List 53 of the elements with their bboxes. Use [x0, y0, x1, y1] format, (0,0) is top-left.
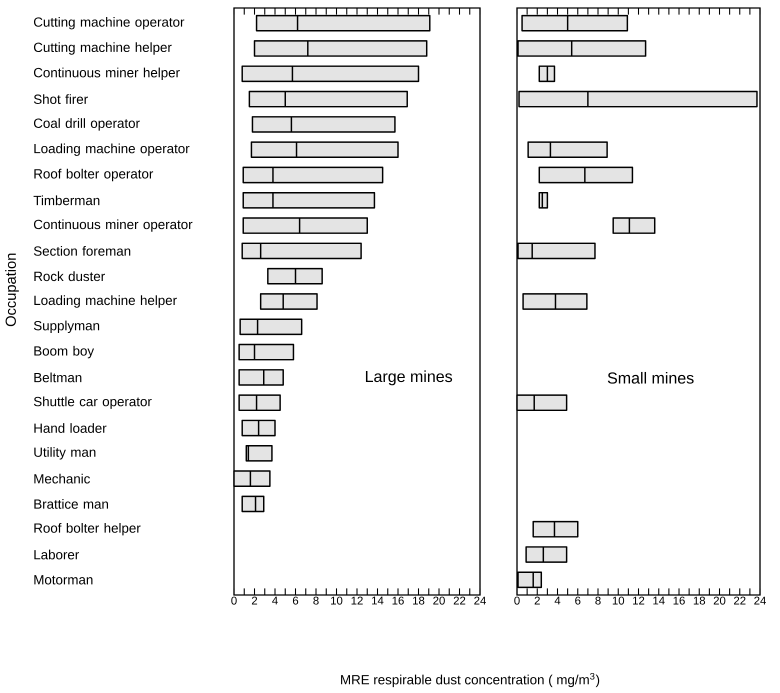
- x-tick-label: 4: [272, 596, 278, 604]
- x-tick-label: 16: [392, 596, 404, 605]
- x-tick-label: 0: [514, 596, 520, 605]
- x-tick-label: 18: [413, 596, 424, 605]
- x-tick-label: 14: [372, 596, 384, 604]
- y-tick-label: Motorman: [34, 575, 92, 584]
- y-tick-label: Shuttle car operator: [34, 396, 152, 409]
- y-tick-label: Laborer: [34, 550, 80, 560]
- x-tick-label: 0: [231, 596, 237, 605]
- x-tick-label: 8: [313, 596, 319, 605]
- y-tick-label: Roof bolter helper: [34, 523, 141, 536]
- x-tick-label: 6: [292, 596, 298, 605]
- y-tick-label: Utility man: [34, 447, 96, 460]
- y-tick-label: Loading machine helper: [34, 295, 177, 308]
- y-tick-label: Hand loader: [34, 423, 106, 433]
- y-tick-label: Section foreman: [34, 246, 130, 256]
- y-tick-label: Shot firer: [34, 94, 88, 104]
- y-tick-label: Continuous miner operator: [34, 219, 192, 232]
- x-tick-label: 10: [331, 596, 342, 605]
- x-tick-label: 22: [454, 596, 466, 605]
- x-tick-label: 12: [352, 596, 363, 605]
- x-tick-label: 10: [612, 596, 624, 605]
- x-tick-label: 2: [252, 596, 258, 605]
- y-tick-label: Rock duster: [34, 271, 105, 282]
- x-tick-label: 8: [595, 596, 601, 605]
- y-tick-label: Beltman: [34, 372, 82, 382]
- y-tick-label: Cutting machine helper: [34, 42, 172, 55]
- x-tick-label: 16: [674, 596, 685, 605]
- y-tick-label: Boom boy: [34, 346, 94, 358]
- x-tick-label: 14: [653, 596, 665, 604]
- y-tick-label: Timberman: [34, 195, 100, 206]
- y-axis-title: Occupation: [5, 254, 19, 326]
- x-axis-title: MRE respirable dust concentration ( mg/m$^{3}$): [341, 672, 600, 688]
- y-tick-label: Mechanic: [34, 474, 90, 484]
- x-tick-label: 4: [554, 596, 560, 604]
- x-tick-label: 18: [694, 596, 706, 605]
- x-tick-label: 20: [433, 596, 445, 605]
- text: Small mines: [608, 372, 694, 384]
- x-tick-label: 12: [633, 596, 644, 605]
- x-tick-label: 22: [734, 596, 746, 605]
- x-tick-label: 2: [534, 596, 540, 605]
- y-tick-label: Supplyman: [34, 320, 100, 334]
- y-tick-label: Cutting machine operator: [34, 16, 184, 30]
- x-tick-label: 24: [474, 596, 486, 605]
- x-tick-label: 6: [575, 596, 580, 605]
- text: Large mines: [366, 370, 452, 386]
- y-tick-label: Coal drill operator: [34, 118, 140, 131]
- x-tick-label: 24: [754, 596, 766, 605]
- x-tick-label: 20: [714, 596, 726, 605]
- y-tick-label: Loading machine operator: [34, 143, 190, 156]
- y-tick-label: Continuous miner helper: [34, 68, 180, 80]
- y-tick-label: Roof bolter operator: [34, 168, 154, 182]
- y-tick-label: Brattice man: [34, 499, 108, 509]
